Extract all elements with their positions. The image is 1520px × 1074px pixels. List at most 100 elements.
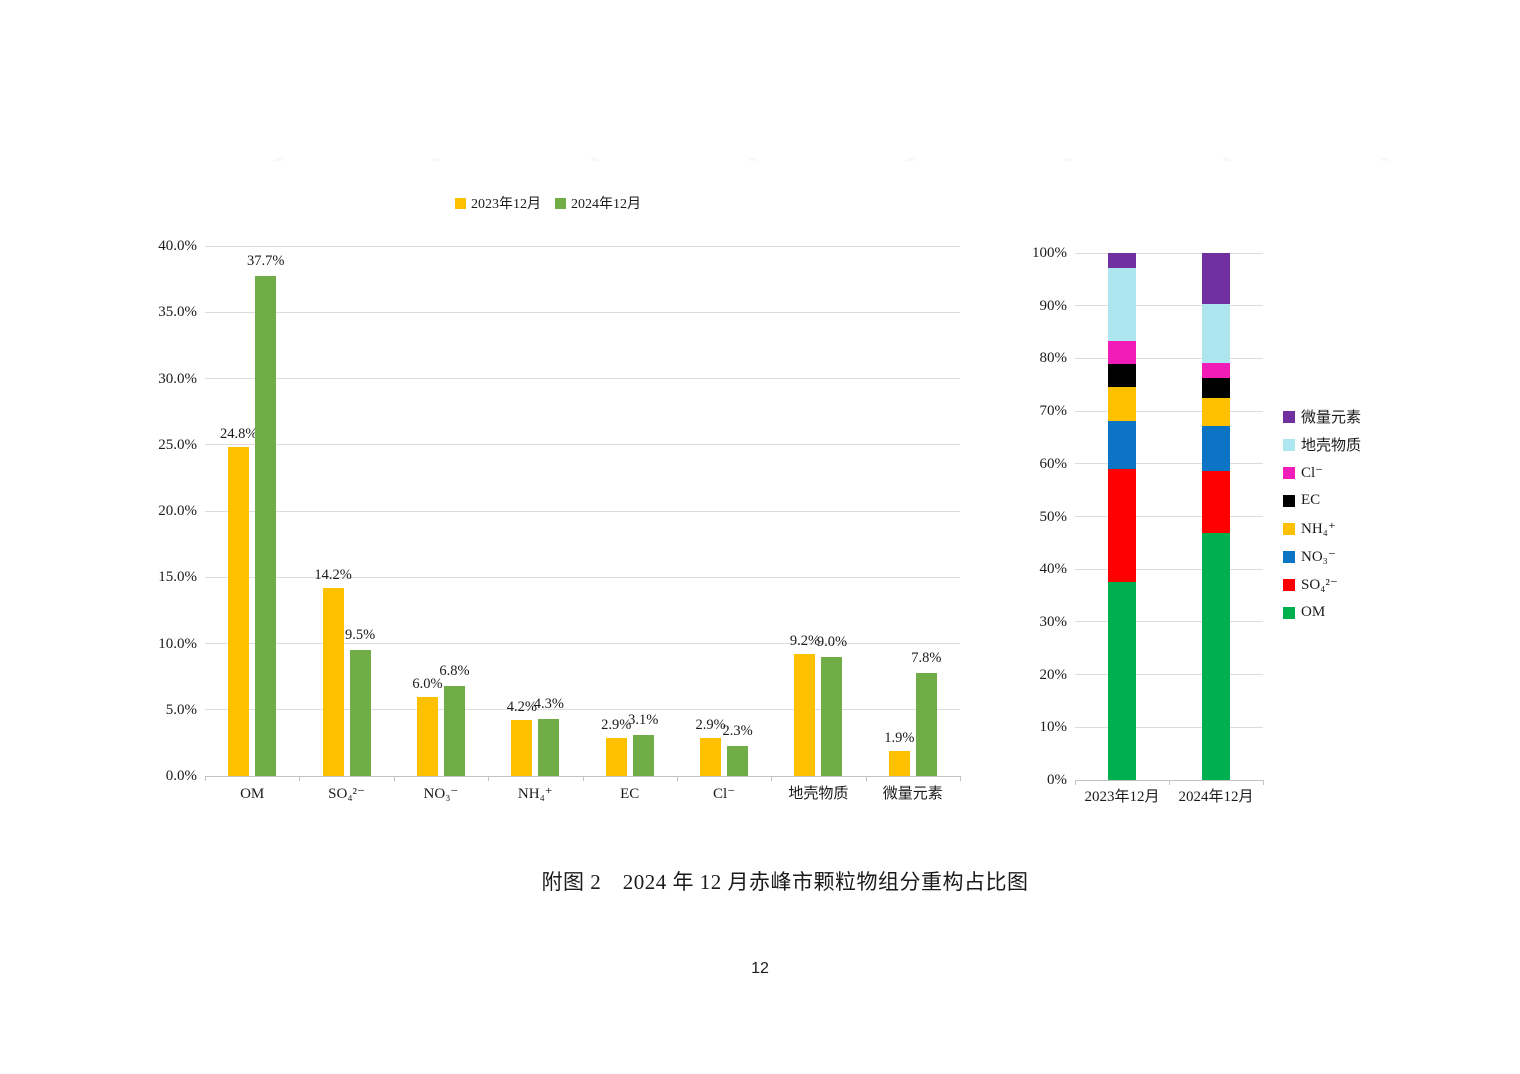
x-axis-tick <box>1263 780 1264 785</box>
grid-line <box>1075 463 1263 465</box>
bar-value-label: 9.0% <box>816 633 848 650</box>
grid-line <box>1075 516 1263 517</box>
bar-2024年12月 <box>727 745 749 776</box>
bar-2024年12月 <box>538 719 560 776</box>
y-tick-label: 50% <box>1039 508 1068 525</box>
stack-segment-NH₄⁺ <box>1202 398 1230 427</box>
stack-segment-NO₃⁻ <box>1108 421 1136 470</box>
x-category-label: NH₄⁺ <box>517 786 553 802</box>
legend-item: NO₃⁻ <box>1283 546 1361 567</box>
bar-2024年12月 <box>443 685 465 776</box>
x-axis-tick <box>393 776 395 781</box>
legend-label: 地壳物质 <box>1301 438 1362 454</box>
y-tick-label: 10% <box>1039 719 1068 736</box>
legend-item: OM <box>1283 602 1361 623</box>
stack-segment-微量元素 <box>1108 253 1136 268</box>
grid-line <box>1075 568 1263 570</box>
x-category-label: EC <box>620 786 640 802</box>
legend-item: NH₄⁺ <box>1283 518 1361 539</box>
bar-value-label: 9.2% <box>789 633 821 650</box>
y-tick-label: 40.0% <box>158 238 197 254</box>
bar-value-label: 24.8% <box>219 426 258 443</box>
stacked-chart-plot: 0% 10% 20% 30% 40% 50% 60% 70% 80% 90% 100% 2023年12… <box>1032 245 1264 805</box>
grid-line <box>205 444 960 446</box>
bar-value-label: 3.1% <box>628 711 659 728</box>
stack-segment-微量元素 <box>1202 253 1230 304</box>
legend-label: Cl⁻ <box>1301 465 1324 481</box>
x-axis-tick <box>771 776 773 781</box>
bar-2023年12月 <box>888 750 910 776</box>
legend-label: OM <box>1301 604 1326 620</box>
x-category-label: 2023年12月 <box>1084 789 1160 805</box>
y-tick-label: 0.0% <box>165 768 197 784</box>
stack-segment-NO₃⁻ <box>1202 426 1230 472</box>
legend-item: SO₄²⁻ <box>1283 574 1361 595</box>
y-tick-label: 20.0% <box>158 503 197 519</box>
page-number: 12 <box>751 960 769 977</box>
legend-swatch <box>1283 410 1295 423</box>
legend-label: 2023年12月 <box>471 197 541 212</box>
bar-value-label: 6.0% <box>412 675 443 692</box>
stacked-chart-legend: 微量元素 地壳物质 Cl⁻ EC NH₄⁺ NO₃⁻ SO₄²⁻ OM <box>1283 406 1361 623</box>
grid-line <box>205 311 960 313</box>
bar-value-label: 2.3% <box>722 722 753 739</box>
y-tick-label: 25.0% <box>158 436 197 453</box>
legend-swatch <box>1283 522 1295 535</box>
y-tick-label: 35.0% <box>158 304 197 321</box>
x-category-label: NO₃⁻ <box>423 786 459 802</box>
legend-label: SO₄²⁻ <box>1301 577 1338 593</box>
legend-swatch <box>1283 438 1295 451</box>
legend-item: 地壳物质 <box>1283 434 1361 455</box>
legend-item: 2023年12月 <box>455 193 541 213</box>
legend-swatch <box>1283 494 1295 507</box>
legend-label: NH₄⁺ <box>1301 521 1336 537</box>
x-axis-tick <box>205 776 206 781</box>
legend-swatch <box>555 197 566 209</box>
stack-segment-SO₄²⁻ <box>1108 469 1136 583</box>
y-tick-label: 60% <box>1039 455 1068 472</box>
grid-line <box>1075 252 1263 254</box>
bar-2023年12月 <box>794 654 816 776</box>
x-axis-tick <box>1169 780 1170 785</box>
legend-label: EC <box>1301 492 1321 508</box>
bar-2023年12月 <box>605 737 627 776</box>
bar-value-label: 9.5% <box>344 627 376 644</box>
x-axis-tick <box>299 776 301 781</box>
y-tick-label: 80% <box>1039 350 1068 367</box>
stack-segment-Cl⁻ <box>1108 341 1136 365</box>
grid-line <box>205 245 960 247</box>
bar-value-label: 2.9% <box>601 716 632 733</box>
legend-swatch <box>1283 606 1295 619</box>
x-axis-tick <box>1075 780 1076 785</box>
stack-segment-地壳物质 <box>1202 303 1230 363</box>
stack-segment-NH₄⁺ <box>1108 387 1136 422</box>
bar-2023年12月 <box>700 737 722 776</box>
legend-swatch <box>1283 578 1295 591</box>
legend-swatch <box>1283 550 1295 563</box>
x-category-label: Cl⁻ <box>713 786 736 802</box>
stack-segment-OM <box>1202 533 1230 780</box>
x-axis-tick <box>488 776 490 781</box>
figure-caption: 附图 2 2024 年 12 月赤峰市颗粒物组分重构占比图 <box>541 870 1029 894</box>
stack-segment-OM <box>1108 582 1136 780</box>
bar-2023年12月 <box>228 447 250 776</box>
legend-label: NO₃⁻ <box>1301 549 1336 565</box>
y-tick-label: 20% <box>1039 666 1068 683</box>
bar-value-label: 7.8% <box>911 649 942 666</box>
bar-2023年12月 <box>416 696 438 776</box>
bar-2024年12月 <box>255 276 277 776</box>
grid-line <box>205 378 960 379</box>
grid-line <box>205 709 960 711</box>
legend-swatch <box>455 197 466 209</box>
grid-line <box>1075 410 1263 412</box>
grid-line <box>205 510 960 512</box>
grid-line <box>1075 621 1263 623</box>
legend-item: EC <box>1283 490 1361 511</box>
stack-segment-SO₄²⁻ <box>1202 471 1230 534</box>
grid-line <box>1075 726 1263 728</box>
bar-value-label: 1.9% <box>884 729 915 746</box>
stack-segment-地壳物质 <box>1108 267 1136 342</box>
bar-2024年12月 <box>821 656 843 776</box>
x-category-label: SO₄²⁻ <box>328 786 365 802</box>
